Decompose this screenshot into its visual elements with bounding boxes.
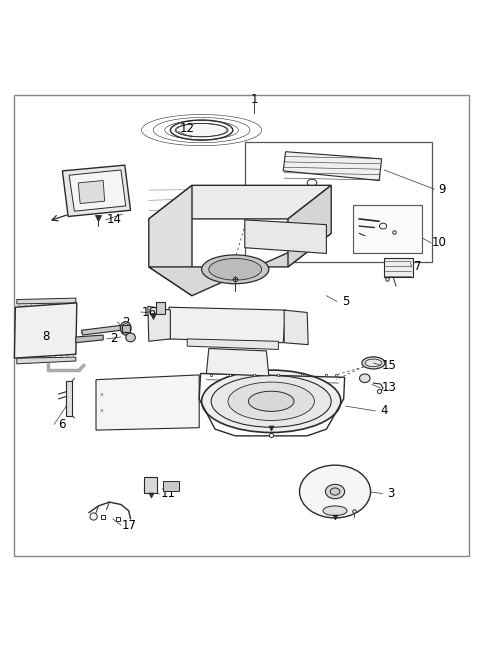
Ellipse shape	[323, 506, 347, 515]
Polygon shape	[69, 170, 126, 211]
Text: 14: 14	[107, 214, 122, 227]
Polygon shape	[206, 349, 269, 376]
Polygon shape	[17, 357, 76, 364]
Polygon shape	[14, 303, 77, 358]
Ellipse shape	[362, 357, 385, 369]
Text: 2: 2	[110, 332, 118, 345]
Ellipse shape	[209, 258, 262, 280]
Polygon shape	[283, 152, 382, 180]
Bar	[384, 258, 413, 278]
Text: 17: 17	[122, 519, 137, 532]
Bar	[353, 204, 422, 252]
Ellipse shape	[325, 484, 345, 498]
Ellipse shape	[249, 391, 294, 411]
Polygon shape	[62, 165, 131, 217]
Polygon shape	[96, 375, 199, 430]
Text: 12: 12	[180, 122, 195, 135]
Bar	[245, 142, 432, 262]
Ellipse shape	[170, 120, 233, 140]
Polygon shape	[17, 298, 76, 304]
Polygon shape	[245, 220, 326, 254]
Polygon shape	[76, 335, 103, 343]
Text: 9: 9	[438, 182, 445, 195]
Ellipse shape	[360, 374, 370, 382]
Ellipse shape	[120, 322, 131, 335]
Ellipse shape	[330, 488, 340, 495]
Polygon shape	[288, 186, 331, 267]
Ellipse shape	[126, 333, 135, 342]
Text: a: a	[100, 393, 103, 397]
Polygon shape	[78, 180, 105, 204]
Polygon shape	[149, 233, 331, 296]
Bar	[156, 302, 165, 314]
Ellipse shape	[211, 375, 331, 427]
Ellipse shape	[228, 382, 314, 421]
Text: 11: 11	[160, 487, 176, 500]
Polygon shape	[82, 325, 121, 335]
Bar	[122, 324, 130, 332]
Ellipse shape	[202, 370, 341, 432]
Text: 16: 16	[141, 306, 156, 319]
Text: 10: 10	[432, 236, 446, 249]
Polygon shape	[148, 306, 170, 341]
Text: 8: 8	[42, 330, 50, 343]
Polygon shape	[168, 307, 286, 343]
Bar	[66, 381, 72, 416]
Polygon shape	[149, 186, 192, 296]
Polygon shape	[187, 339, 278, 349]
Bar	[163, 481, 179, 491]
Ellipse shape	[300, 465, 371, 518]
Text: 7: 7	[414, 260, 421, 273]
Polygon shape	[149, 186, 331, 219]
Ellipse shape	[202, 255, 269, 284]
Bar	[144, 477, 157, 493]
Text: 1: 1	[251, 93, 258, 106]
Polygon shape	[284, 310, 308, 345]
Text: a: a	[100, 408, 103, 413]
Text: 4: 4	[380, 404, 388, 417]
Text: 3: 3	[387, 487, 395, 500]
Text: 15: 15	[382, 359, 396, 372]
Text: 5: 5	[342, 295, 349, 308]
Ellipse shape	[90, 513, 97, 520]
Text: 13: 13	[382, 382, 396, 395]
Text: 6: 6	[58, 418, 65, 431]
Text: 2: 2	[122, 315, 130, 328]
